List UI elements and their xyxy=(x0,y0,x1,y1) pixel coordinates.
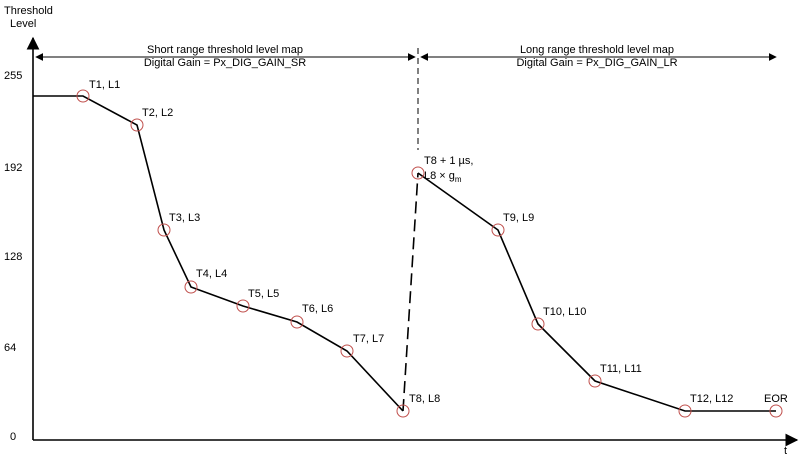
point-t12 xyxy=(678,404,692,418)
short-range-title: Short range threshold level map xyxy=(147,44,303,56)
label-t2: T2, L2 xyxy=(142,107,173,119)
point-t11 xyxy=(588,374,602,388)
point-t7 xyxy=(340,344,354,358)
label-t8-plus-line2: L8 × gm xyxy=(424,170,462,184)
label-t7: T7, L7 xyxy=(353,333,384,345)
point-eor xyxy=(769,404,783,418)
y-tick-0: 0 xyxy=(10,431,16,443)
point-t9 xyxy=(491,223,505,237)
point-t6 xyxy=(290,315,304,329)
point-t8-plus xyxy=(411,166,425,180)
point-t4 xyxy=(184,280,198,294)
y-axis-title-line2: Level xyxy=(10,18,36,30)
point-t1 xyxy=(76,89,90,103)
label-t6: T6, L6 xyxy=(302,303,333,315)
transition-line xyxy=(402,172,419,412)
long-range-curve xyxy=(417,172,776,412)
label-t10: T10, L10 xyxy=(543,306,586,318)
point-t10 xyxy=(531,317,545,331)
label-t8-plus-line1: T8 + 1 µs, xyxy=(424,155,473,167)
point-t2 xyxy=(130,118,144,132)
label-t9: T9, L9 xyxy=(503,212,534,224)
label-t11: T11, L11 xyxy=(600,363,642,375)
label-t8: T8, L8 xyxy=(409,393,440,405)
point-t5 xyxy=(236,299,250,313)
y-axis-title-line1: Threshold xyxy=(4,5,53,17)
label-t3: T3, L3 xyxy=(169,212,200,224)
label-t5: T5, L5 xyxy=(248,288,279,300)
y-tick-255: 255 xyxy=(4,70,22,82)
label-eor: EOR xyxy=(764,393,788,405)
x-axis-title: t xyxy=(784,445,787,456)
y-tick-192: 192 xyxy=(4,162,22,174)
short-range-curve xyxy=(33,95,404,412)
y-tick-64: 64 xyxy=(4,342,16,354)
label-t1: T1, L1 xyxy=(89,79,120,91)
label-t4: T4, L4 xyxy=(196,268,227,280)
short-range-gain: Digital Gain = Px_DIG_GAIN_SR xyxy=(144,57,306,69)
label-t12: T12, L12 xyxy=(690,393,733,405)
point-t3 xyxy=(157,223,171,237)
long-range-title: Long range threshold level map xyxy=(520,44,674,56)
point-t8 xyxy=(396,404,410,418)
long-range-gain: Digital Gain = Px_DIG_GAIN_LR xyxy=(516,57,677,69)
y-tick-128: 128 xyxy=(4,251,22,263)
